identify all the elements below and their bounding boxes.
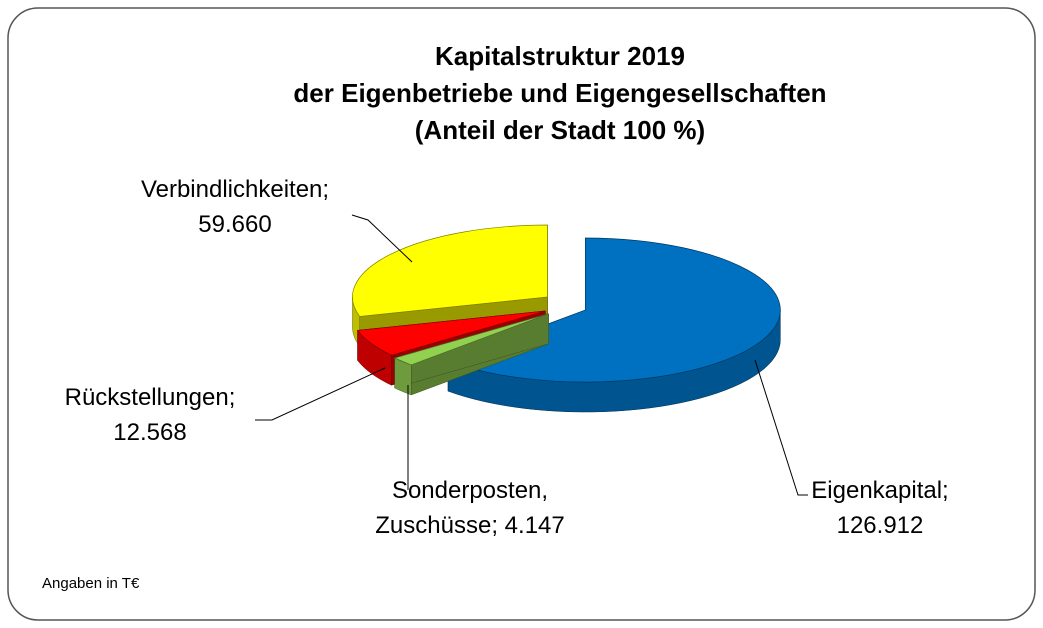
data-label: Verbindlichkeiten; 59.660 [110,172,360,242]
chart-title: der Eigenbetriebe und Eigengesellschafte… [293,78,826,108]
leader-line [255,367,386,421]
data-label: Sonderposten, Zuschüsse; 4.147 [355,473,585,543]
leader-line [351,214,413,263]
category: Eigenkapital [811,477,943,504]
value-label: 126.912 [836,512,924,539]
separator: ; [228,384,236,411]
pie [352,224,781,413]
slice [393,313,549,396]
separator: ; [942,477,949,504]
value-label: 12.568 [113,419,187,446]
slice-top [352,224,548,317]
separator: ; [491,512,498,539]
category: Verbindlichkeiten [140,176,323,203]
value-label: 59.660 [198,211,272,238]
category: Sonderposten, Zuschüsse [375,477,549,539]
slice-top [393,313,549,366]
data-label: Eigenkapital; 126.912 [770,473,990,543]
value-label: 4.147 [504,512,565,539]
category: Rückstellungen [64,384,229,411]
slice-top [356,310,546,356]
leader-line [754,359,808,496]
chart-title: Kapitalstruktur 2019 [435,41,685,71]
data-label: Rückstellungen; 12.568 [40,380,260,450]
chart-title: (Anteil der Stadt 100 %) [415,115,705,145]
note: Angaben in T€ [42,575,140,592]
separator: ; [322,176,330,203]
